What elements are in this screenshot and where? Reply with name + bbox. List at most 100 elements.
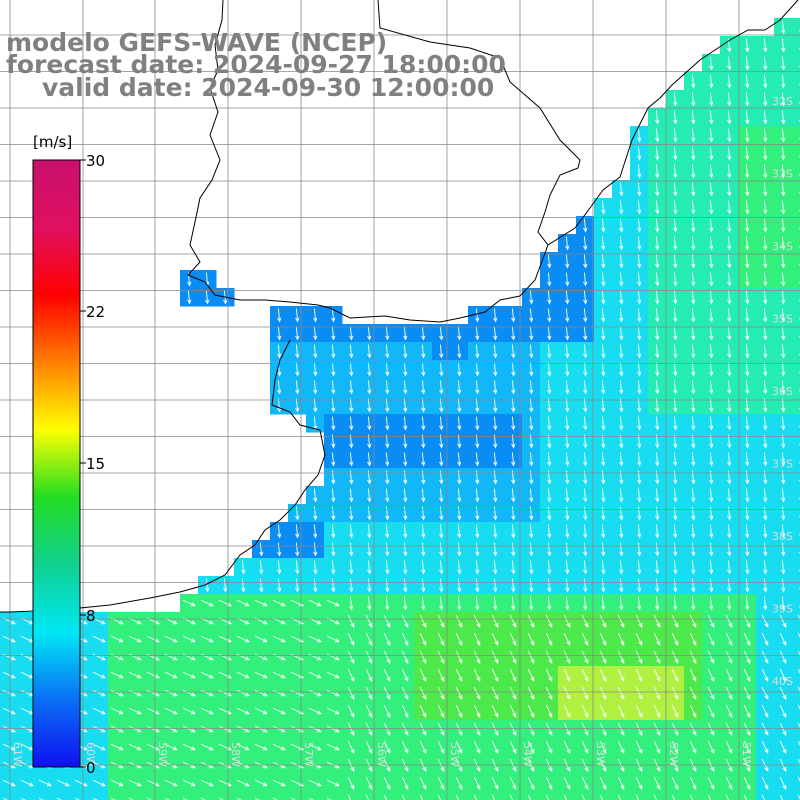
wind-arrow xyxy=(745,326,750,341)
wind-arrow xyxy=(563,614,571,628)
wind-arrow xyxy=(725,686,733,700)
wind-arrow xyxy=(437,668,445,682)
wind-arrow xyxy=(457,524,462,539)
wind-arrow xyxy=(2,743,16,751)
wind-arrow xyxy=(745,416,750,431)
wind-arrow xyxy=(655,398,660,413)
wind-arrow xyxy=(691,290,696,305)
wind-arrow xyxy=(295,308,300,323)
wind-arrow xyxy=(671,776,679,790)
wind-arrow xyxy=(295,506,300,521)
wind-arrow xyxy=(745,218,750,233)
wind-arrow xyxy=(745,182,750,197)
wind-arrow xyxy=(637,452,642,467)
wind-arrow xyxy=(182,599,196,607)
coastline xyxy=(187,0,799,323)
wind-arrow xyxy=(511,362,516,377)
wind-arrow xyxy=(745,344,750,359)
wind-arrow xyxy=(313,506,318,521)
wind-arrow xyxy=(637,578,642,593)
wind-arrow xyxy=(691,92,696,107)
colorbar-unit: [m/s] xyxy=(33,133,72,151)
wind-arrow xyxy=(313,578,318,593)
wind-arrow xyxy=(331,380,336,395)
field-cell xyxy=(792,54,800,73)
wind-arrow xyxy=(655,542,660,557)
wind-arrow xyxy=(673,416,678,431)
wind-arrow xyxy=(527,614,535,628)
wind-arrow xyxy=(583,380,588,395)
wind-arrow xyxy=(259,542,264,557)
wind-arrow xyxy=(583,254,588,269)
wind-arrow xyxy=(673,488,678,503)
field-cell xyxy=(792,216,800,235)
wind-arrow xyxy=(367,326,372,341)
field-cell xyxy=(792,108,800,127)
wind-arrow xyxy=(599,614,607,628)
field-cell xyxy=(612,792,631,800)
wind-arrow xyxy=(277,542,282,557)
wind-arrow xyxy=(92,707,106,715)
wind-arrow xyxy=(313,560,318,575)
wind-arrow xyxy=(781,560,786,575)
wind-arrow xyxy=(439,362,444,377)
wind-arrow xyxy=(691,596,696,611)
wind-arrow xyxy=(437,614,445,628)
wind-arrow xyxy=(511,398,516,413)
wind-arrow xyxy=(491,740,499,754)
field-cell xyxy=(504,792,523,800)
wind-arrow xyxy=(565,578,570,593)
wind-arrow xyxy=(529,326,534,341)
field-cell xyxy=(792,234,800,253)
wind-arrow xyxy=(383,650,391,664)
wind-arrow xyxy=(74,797,80,800)
wind-arrow xyxy=(493,380,498,395)
wind-arrow xyxy=(583,398,588,413)
wind-arrow xyxy=(763,380,768,395)
wind-arrow xyxy=(146,725,160,733)
wind-arrow xyxy=(761,776,769,790)
wind-arrow xyxy=(110,671,124,679)
field-cell xyxy=(792,774,800,793)
wind-arrow xyxy=(509,722,517,736)
wind-arrow xyxy=(583,596,588,611)
wind-arrow xyxy=(511,524,516,539)
wind-arrow xyxy=(385,542,390,557)
wind-arrow xyxy=(727,326,732,341)
wind-arrow xyxy=(781,236,786,251)
wind-arrow xyxy=(313,542,318,557)
wind-arrow xyxy=(637,488,642,503)
wind-arrow xyxy=(779,686,787,700)
wind-arrow xyxy=(439,524,444,539)
title-line-3: valid date: 2024-09-30 12:00:00 xyxy=(42,73,494,102)
wind-arrow xyxy=(254,707,268,715)
wind-arrow xyxy=(254,743,268,751)
wind-arrow xyxy=(349,452,354,467)
wind-arrow xyxy=(367,524,372,539)
field-cell xyxy=(756,792,775,800)
wind-arrow xyxy=(709,128,714,143)
wind-arrow xyxy=(727,362,732,377)
wind-arrow xyxy=(200,797,206,800)
wind-arrow xyxy=(383,740,391,754)
wind-arrow xyxy=(475,596,480,611)
wind-arrow xyxy=(619,398,624,413)
latitude-label: 38S xyxy=(772,530,793,543)
field-cell xyxy=(54,792,73,800)
wind-arrow xyxy=(637,344,642,359)
wind-arrow xyxy=(347,632,355,646)
wind-arrow xyxy=(547,290,552,305)
wind-arrow xyxy=(365,650,373,664)
wind-arrow xyxy=(653,686,661,700)
wind-arrow xyxy=(689,668,697,682)
wind-arrow xyxy=(419,722,427,736)
wind-arrow xyxy=(473,722,481,736)
wind-arrow xyxy=(473,614,481,628)
wind-arrow xyxy=(421,416,426,431)
wind-arrow xyxy=(745,146,750,161)
wind-arrow xyxy=(727,56,732,71)
wind-arrow xyxy=(236,743,250,751)
wind-arrow xyxy=(326,635,340,643)
wind-arrow xyxy=(617,722,625,736)
latitude-label: 33S xyxy=(772,168,793,181)
